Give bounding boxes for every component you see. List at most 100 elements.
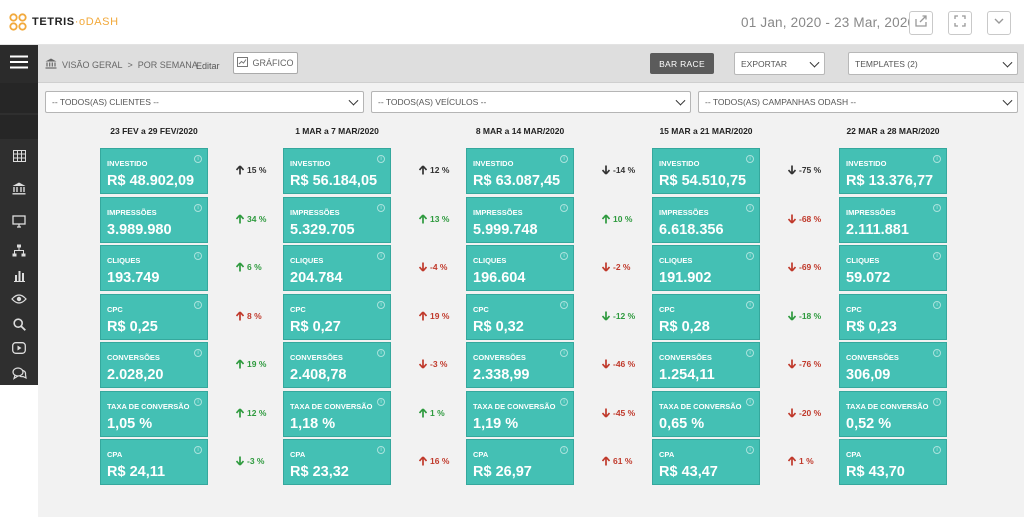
info-icon[interactable]: i	[194, 252, 202, 260]
info-icon[interactable]: i	[933, 349, 941, 357]
metric-card[interactable]: CPA R$ 26,97 i	[466, 439, 574, 485]
metric-card[interactable]: CPC R$ 0,32 i	[466, 293, 574, 340]
info-icon[interactable]: i	[746, 203, 754, 212]
metric-label: IMPRESSÕES	[290, 207, 340, 217]
info-icon[interactable]: i	[933, 446, 941, 454]
metric-card[interactable]: TAXA DE CONVERSÃO 0,52 % i	[839, 390, 947, 437]
eye-icon[interactable]	[11, 291, 27, 307]
info-icon[interactable]: i	[746, 397, 754, 406]
info-icon[interactable]: i	[560, 203, 568, 212]
bar-chart-icon[interactable]	[11, 267, 27, 283]
info-icon[interactable]: i	[194, 446, 202, 454]
info-icon[interactable]: i	[560, 300, 568, 309]
collapse-button[interactable]	[987, 11, 1011, 35]
info-icon[interactable]: i	[560, 155, 568, 163]
date-range-picker[interactable]: 01 Jan, 2020 - 23 Mar, 2020	[741, 15, 916, 30]
breadcrumb-weekly[interactable]: POR SEMANA	[137, 59, 198, 70]
info-icon[interactable]: i	[560, 252, 568, 260]
info-icon[interactable]: i	[746, 446, 754, 454]
info-icon[interactable]: i	[560, 397, 568, 406]
info-icon[interactable]: i	[377, 203, 385, 212]
metric-label: CLIQUES	[473, 256, 507, 265]
metric-card[interactable]: CPC R$ 0,27 i	[283, 293, 391, 340]
metric-delta: -69 %	[788, 262, 821, 272]
info-icon[interactable]: i	[194, 155, 202, 163]
metric-card[interactable]: IMPRESSÕES 6.618.356 i	[652, 196, 760, 243]
info-icon[interactable]: i	[933, 397, 941, 406]
info-icon[interactable]: i	[377, 300, 385, 309]
metric-card[interactable]: CPC R$ 0,25 i	[100, 293, 208, 340]
info-icon[interactable]: i	[377, 155, 385, 163]
metric-card[interactable]: INVESTIDO R$ 54.510,75 i	[652, 148, 760, 194]
export-dropdown[interactable]: EXPORTAR	[734, 52, 825, 75]
info-icon[interactable]: i	[933, 300, 941, 309]
metric-card[interactable]: IMPRESSÕES 2.111.881 i	[839, 196, 947, 243]
metric-card[interactable]: TAXA DE CONVERSÃO 1,05 % i	[100, 390, 208, 437]
menu-button[interactable]	[0, 45, 38, 83]
info-icon[interactable]: i	[933, 155, 941, 163]
metric-card[interactable]: CLIQUES 193.749 i	[100, 245, 208, 291]
logo[interactable]: TETRIS·oDASH	[9, 12, 119, 32]
chart-button[interactable]: GRÁFICO	[233, 52, 298, 74]
breadcrumb-overview[interactable]: VISÃO GERAL	[62, 59, 123, 70]
share-button[interactable]	[909, 11, 933, 35]
metric-card[interactable]: CONVERSÕES 306,09 i	[839, 342, 947, 388]
info-icon[interactable]: i	[933, 252, 941, 260]
bank-icon[interactable]	[11, 180, 27, 196]
metric-card[interactable]: CONVERSÕES 2.028,20 i	[100, 342, 208, 388]
bar-race-button[interactable]: BAR RACE	[650, 53, 714, 74]
metric-card[interactable]: CPA R$ 43,70 i	[839, 439, 947, 485]
hierarchy-icon[interactable]	[11, 242, 27, 258]
edit-link[interactable]: Editar	[196, 61, 220, 71]
monitor-icon[interactable]	[11, 213, 27, 229]
info-icon[interactable]: i	[746, 349, 754, 357]
info-icon[interactable]: i	[377, 397, 385, 406]
metric-card[interactable]: INVESTIDO R$ 48.902,09 i	[100, 148, 208, 194]
metric-card[interactable]: CLIQUES 191.902 i	[652, 245, 760, 291]
metric-card[interactable]: CPA R$ 43,47 i	[652, 439, 760, 485]
metric-card[interactable]: INVESTIDO R$ 56.184,05 i	[283, 148, 391, 194]
metric-card[interactable]: CPC R$ 0,28 i	[652, 293, 760, 340]
info-icon[interactable]: i	[377, 446, 385, 454]
campaigns-filter[interactable]: -- TODOS(AS) CAMPANHAS ODASH --	[698, 91, 1018, 113]
info-icon[interactable]: i	[560, 349, 568, 357]
info-icon[interactable]: i	[746, 155, 754, 163]
metric-card[interactable]: IMPRESSÕES 5.999.748 i	[466, 196, 574, 243]
metric-card[interactable]: CPA R$ 24,11 i	[100, 439, 208, 485]
info-icon[interactable]: i	[194, 397, 202, 406]
info-icon[interactable]: i	[933, 203, 941, 212]
table-icon[interactable]	[11, 148, 27, 164]
info-icon[interactable]: i	[377, 252, 385, 260]
metric-card[interactable]: IMPRESSÕES 5.329.705 i	[283, 196, 391, 243]
info-icon[interactable]: i	[746, 252, 754, 260]
metric-card[interactable]: CONVERSÕES 2.408,78 i	[283, 342, 391, 388]
metric-card[interactable]: CPC R$ 0,23 i	[839, 293, 947, 340]
metric-card[interactable]: INVESTIDO R$ 63.087,45 i	[466, 148, 574, 194]
metric-card[interactable]: CPA R$ 23,32 i	[283, 439, 391, 485]
info-icon[interactable]: i	[560, 446, 568, 454]
fullscreen-button[interactable]	[948, 11, 972, 35]
info-icon[interactable]: i	[194, 300, 202, 309]
metric-card[interactable]: TAXA DE CONVERSÃO 0,65 % i	[652, 390, 760, 437]
metric-card[interactable]: TAXA DE CONVERSÃO 1,18 % i	[283, 390, 391, 437]
youtube-icon[interactable]	[11, 340, 27, 356]
search-icon[interactable]	[11, 316, 27, 332]
metric-card[interactable]: INVESTIDO R$ 13.376,77 i	[839, 148, 947, 194]
info-icon[interactable]: i	[194, 203, 202, 212]
clients-filter[interactable]: -- TODOS(AS) CLIENTES --	[45, 91, 364, 113]
info-icon[interactable]: i	[377, 349, 385, 357]
metric-card[interactable]: CONVERSÕES 2.338,99 i	[466, 342, 574, 388]
metric-card[interactable]: CLIQUES 204.784 i	[283, 245, 391, 291]
vehicles-filter[interactable]: -- TODOS(AS) VEÍCULOS --	[371, 91, 691, 113]
metric-delta: 1 %	[419, 408, 445, 418]
metric-card[interactable]: CONVERSÕES 1.254,11 i	[652, 342, 760, 388]
sidebar-footer	[0, 385, 38, 517]
info-icon[interactable]: i	[746, 300, 754, 309]
metric-card[interactable]: TAXA DE CONVERSÃO 1,19 % i	[466, 390, 574, 437]
metric-card[interactable]: CLIQUES 59.072 i	[839, 245, 947, 291]
templates-dropdown[interactable]: TEMPLATES (2)	[848, 52, 1018, 75]
chat-icon[interactable]	[11, 365, 27, 381]
info-icon[interactable]: i	[194, 349, 202, 357]
metric-card[interactable]: IMPRESSÕES 3.989.980 i	[100, 196, 208, 243]
metric-card[interactable]: CLIQUES 196.604 i	[466, 245, 574, 291]
